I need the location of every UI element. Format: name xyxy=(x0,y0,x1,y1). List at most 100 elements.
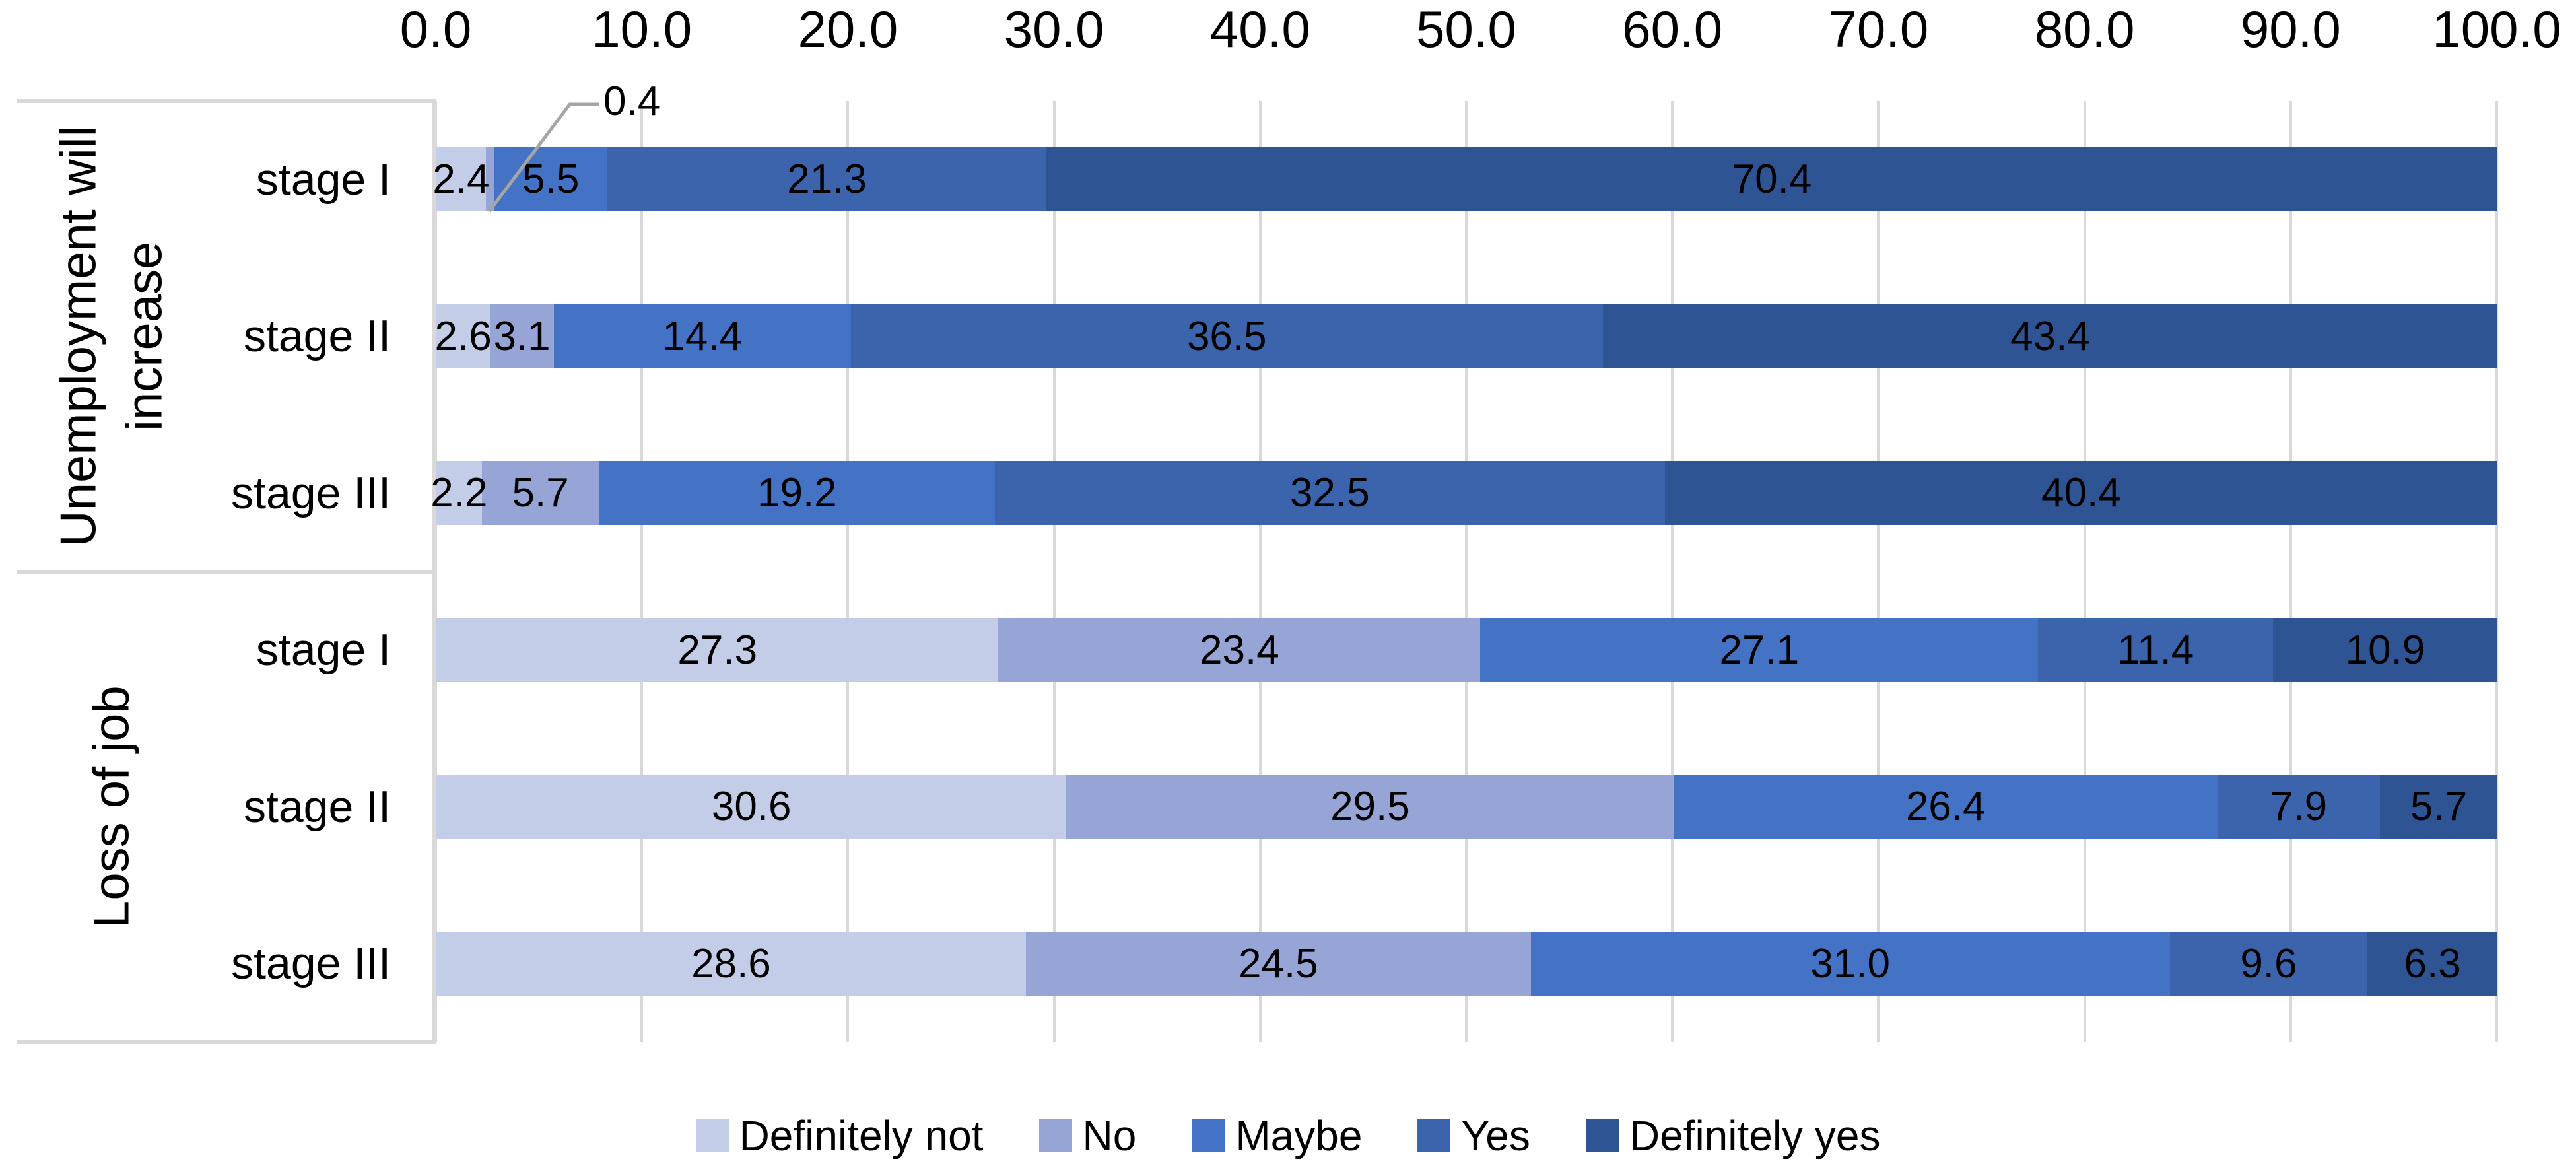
bar-segment-maybe: 31.0 xyxy=(1530,931,2170,996)
gridline xyxy=(1052,101,1056,1042)
bar-segment-no: 23.4 xyxy=(998,617,1481,682)
bar-value-label: 2.4 xyxy=(432,156,490,203)
category-border-line xyxy=(17,1040,436,1044)
bar-value-label: 27.3 xyxy=(677,627,758,673)
bar-value-label: 14.4 xyxy=(662,313,743,359)
bar-value-label: 2.2 xyxy=(430,470,488,516)
legend-swatch xyxy=(695,1119,729,1152)
legend-label: Yes xyxy=(1461,1112,1530,1159)
bar-value-label: 26.4 xyxy=(1905,784,1986,830)
bar-value-label: 5.7 xyxy=(2410,784,2468,830)
bar-value-label: 19.2 xyxy=(757,470,837,516)
bar-value-label: 31.0 xyxy=(1810,940,1890,986)
category-label: stage I xyxy=(255,154,391,205)
x-axis-tick: 100.0 xyxy=(2432,0,2561,58)
x-axis-tick: 80.0 xyxy=(2034,0,2135,58)
bar-segment-no: 5.7 xyxy=(481,461,599,526)
bar-value-label: 10.9 xyxy=(2345,627,2425,673)
bar-segment-definitely-not: 30.6 xyxy=(436,775,1067,839)
bar-segment-yes: 7.9 xyxy=(2217,775,2381,839)
category-border-line xyxy=(17,99,436,103)
bar-segment-maybe: 5.5 xyxy=(494,147,608,212)
bar-segment-no: 3.1 xyxy=(490,304,554,368)
x-axis-tick: 30.0 xyxy=(1003,0,1104,58)
category-axis-line xyxy=(432,101,436,1042)
legend-swatch xyxy=(1417,1119,1451,1152)
legend-swatch xyxy=(1192,1119,1225,1152)
bar-value-label: 7.9 xyxy=(2270,784,2328,830)
bar-segment-definitely-not: 27.3 xyxy=(436,617,999,682)
legend-item-yes: Yes xyxy=(1417,1111,1530,1160)
legend-item-maybe: Maybe xyxy=(1192,1111,1362,1160)
legend-item-definitely-yes: Definitely yes xyxy=(1585,1111,1881,1160)
bar-segment-definitely-not: 28.6 xyxy=(436,931,1026,996)
bar-segment-yes: 21.3 xyxy=(607,147,1047,212)
bar-value-label: 9.6 xyxy=(2240,940,2297,986)
category-label: stage III xyxy=(231,938,391,989)
bar-segment-yes: 36.5 xyxy=(850,304,1604,368)
legend-swatch xyxy=(1038,1119,1072,1152)
gridline xyxy=(2289,101,2292,1042)
x-axis-tick: 0.0 xyxy=(399,0,472,58)
bar-value-label: 36.5 xyxy=(1186,313,1267,359)
bar-segment-definitely-not: 2.6 xyxy=(434,304,492,368)
bar-value-label: 11.4 xyxy=(2117,627,2194,673)
bar-segment-maybe: 26.4 xyxy=(1674,775,2218,839)
bar-row: 28.6 24.5 31.0 9.6 6.3 xyxy=(436,931,2497,996)
bar-row: 2.2 5.7 19.2 32.5 40.4 xyxy=(430,461,2497,526)
gridline xyxy=(1877,101,1880,1042)
bar-value-label: 30.6 xyxy=(711,784,792,830)
bar-row: 2.6 3.1 14.4 36.5 43.4 xyxy=(434,304,2497,368)
bar-value-label: 6.3 xyxy=(2404,940,2461,986)
bar-value-label: 21.3 xyxy=(787,156,867,203)
legend-label: Maybe xyxy=(1235,1112,1363,1159)
x-axis-tick: 60.0 xyxy=(1622,0,1723,58)
bar-segment-definitely-yes: 40.4 xyxy=(1664,461,2497,526)
bar-segment-definitely-yes: 43.4 xyxy=(1603,304,2497,368)
x-axis-tick: 10.0 xyxy=(592,0,693,58)
bar-segment-definitely-not: 2.4 xyxy=(432,147,490,212)
x-axis-tick: 20.0 xyxy=(797,0,898,58)
bar-segment-definitely-yes: 70.4 xyxy=(1046,147,2497,212)
bar-segment-maybe: 27.1 xyxy=(1480,617,2039,682)
category-label: stage I xyxy=(255,625,391,675)
x-axis-tick: 70.0 xyxy=(1828,0,1929,58)
gridline xyxy=(640,101,644,1042)
legend-item-definitely-not: Definitely not xyxy=(695,1111,984,1160)
bar-value-label: 27.1 xyxy=(1719,627,1800,673)
x-axis-tick: 40.0 xyxy=(1209,0,1310,58)
gridline xyxy=(1465,101,1468,1042)
bar-value-label: 29.5 xyxy=(1330,784,1410,830)
bar-value-label: 2.6 xyxy=(434,313,492,359)
legend-label: Definitely yes xyxy=(1629,1112,1881,1159)
gridline xyxy=(1258,101,1262,1042)
bar-value-label: 40.4 xyxy=(2041,470,2121,516)
legend-swatch xyxy=(1585,1119,1619,1152)
bar-value-label: 23.4 xyxy=(1200,627,1279,673)
bar-value-label: 70.4 xyxy=(1732,156,1812,203)
bar-value-label: 5.5 xyxy=(522,156,580,203)
bar-value-label: 43.4 xyxy=(2010,313,2090,359)
category-label: stage II xyxy=(243,311,391,362)
gridline xyxy=(1671,101,1674,1042)
bar-segment-definitely-yes: 6.3 xyxy=(2367,931,2497,996)
bar-segment-definitely-yes: 5.7 xyxy=(2380,775,2497,839)
category-border-line xyxy=(17,569,436,574)
bar-segment-maybe: 14.4 xyxy=(553,304,851,368)
bar-value-label: 32.5 xyxy=(1290,470,1370,516)
bar-value-label: 5.7 xyxy=(512,470,569,516)
bar-segment-maybe: 19.2 xyxy=(599,461,996,526)
legend-item-no: No xyxy=(1038,1111,1136,1160)
category-label: stage II xyxy=(243,781,391,832)
bar-value-label: 3.1 xyxy=(493,313,551,359)
bar-segment-yes: 11.4 xyxy=(2038,617,2274,682)
bar-row: 30.6 29.5 26.4 7.9 5.7 xyxy=(436,775,2497,839)
category-label: stage III xyxy=(231,467,391,518)
bar-row: 2.4 5.5 21.3 70.4 xyxy=(432,147,2497,212)
bar-segment-yes: 9.6 xyxy=(2169,931,2368,996)
gridline xyxy=(2495,101,2498,1042)
bar-segment-no: 29.5 xyxy=(1066,775,1674,839)
bar-segment-no: 24.5 xyxy=(1025,931,1531,996)
x-axis-tick: 90.0 xyxy=(2240,0,2341,58)
